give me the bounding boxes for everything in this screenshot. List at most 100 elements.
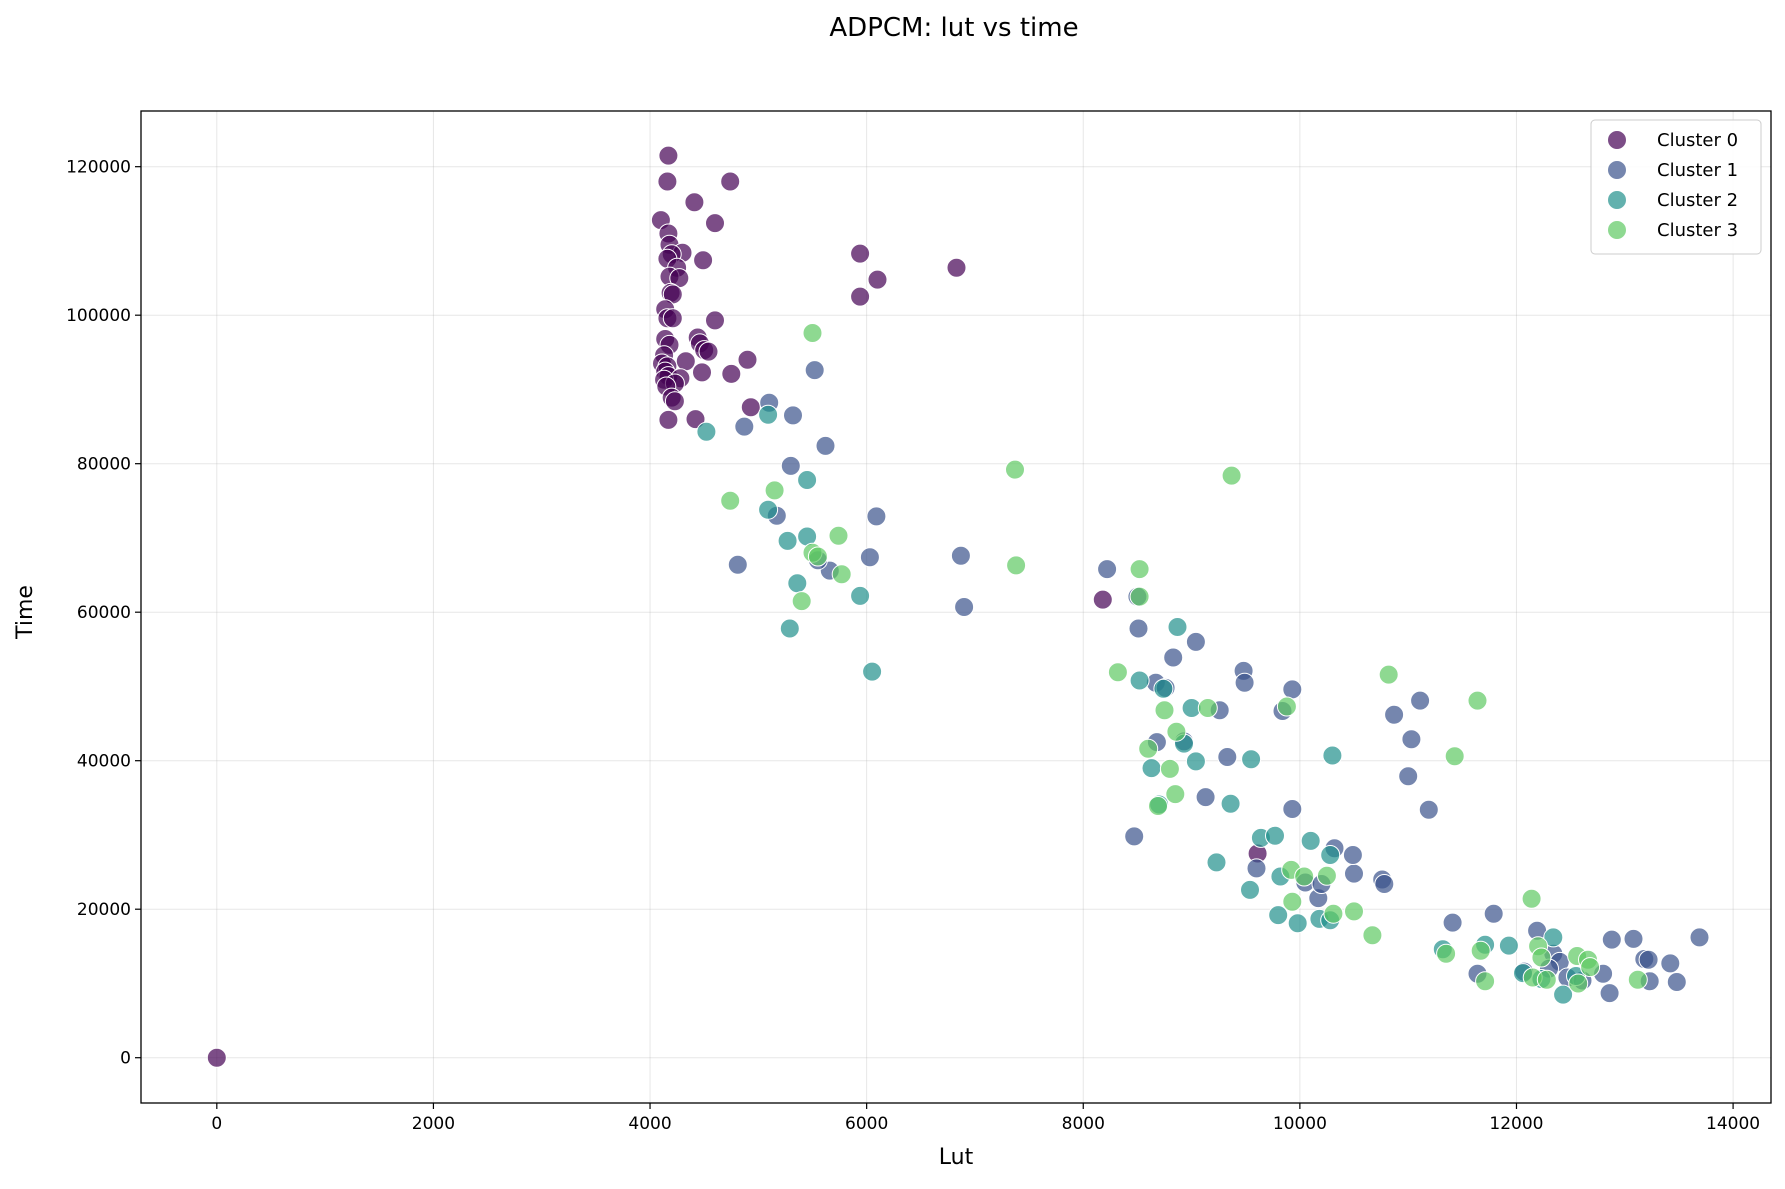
data-point [867,269,888,290]
data-point [1107,662,1128,683]
data-point [1148,796,1168,816]
legend-label: Cluster 2 [1657,190,1738,211]
legend-label: Cluster 0 [1657,130,1738,151]
y-tick-label: 120000 [66,158,131,178]
data-point [1282,799,1303,819]
data-point [206,1047,227,1068]
data-point [693,250,714,271]
data-point [1197,698,1218,718]
y-tick-label: 80000 [77,455,131,475]
data-point [1138,738,1159,759]
data-point [1166,721,1187,742]
data-point [720,490,741,511]
data-point [740,397,761,418]
data-point [1124,826,1145,847]
legend-marker [1607,130,1627,150]
x-tick-label: 10000 [1273,1114,1327,1134]
data-point [1097,559,1118,580]
data-point [1323,903,1344,924]
series-cluster-3 [720,323,1648,994]
data-point [675,351,696,372]
data-point [737,349,758,370]
y-tick-label: 40000 [77,752,131,772]
legend-marker [1607,190,1627,210]
data-point [1195,787,1216,808]
data-point [1543,927,1564,948]
data-point [734,416,755,437]
data-point [1401,729,1422,750]
data-point [1246,858,1267,879]
data-point [705,310,725,331]
data-point [804,360,825,381]
y-tick-label: 100000 [66,306,131,326]
data-point [850,286,871,307]
data-point [950,545,971,566]
data-point [1521,888,1542,909]
data-point [1129,586,1150,607]
data-point [1498,935,1519,956]
data-point [1276,696,1297,717]
data-point [866,506,887,527]
data-point [807,546,828,567]
data-point [1442,912,1463,933]
data-point [1384,704,1405,725]
data-point [859,547,880,568]
y-tick-label: 0 [120,1049,131,1069]
data-point [664,391,685,412]
data-point [1568,973,1589,994]
data-point [1531,947,1552,968]
data-points [206,145,1710,1068]
data-point [1241,749,1262,770]
data-point [1467,690,1488,711]
data-point [1185,751,1206,772]
legend-label: Cluster 1 [1657,160,1738,181]
legend-frame [1590,119,1762,255]
data-point [797,470,818,490]
data-point [779,618,800,639]
series-cluster-0 [206,145,1268,1068]
data-point [815,435,836,456]
x-tick-label: 4000 [628,1114,671,1134]
data-point [1638,949,1659,970]
data-point [1623,928,1644,949]
chart-title: ADPCM: lut vs time [829,13,1078,43]
x-tick-label: 0 [211,1114,222,1134]
data-point [828,525,849,546]
x-tick-label: 2000 [412,1114,455,1134]
data-point [1322,745,1343,766]
data-point [684,192,705,213]
data-point [1344,901,1364,922]
data-point [1316,865,1337,886]
data-point [658,145,679,166]
data-point [1342,845,1363,865]
data-point [721,363,742,384]
data-point [1006,555,1027,576]
data-point [1599,983,1620,1004]
data-point [1470,940,1491,961]
data-point [1206,852,1227,873]
legend-marker [1607,160,1627,180]
data-point [657,171,678,192]
data-point [791,591,812,612]
data-point [1300,830,1321,851]
data-point [1601,929,1622,950]
data-point [1092,589,1113,610]
data-point [1220,793,1241,814]
data-point [783,405,803,426]
axis-ticks: 0 2000 4000 6000 8000 10000 12000 14000 0 20000 40… [66,158,1760,1134]
data-point [1005,459,1025,480]
data-point [1475,971,1496,992]
data-point [720,171,741,192]
data-point [1580,957,1601,978]
data-point [1294,866,1315,887]
data-point [727,554,748,575]
data-point [1165,784,1186,805]
series-cluster-2 [696,404,1586,1005]
data-point [1689,927,1710,948]
data-point [831,564,852,585]
data-point [1234,672,1255,693]
data-point [758,499,779,520]
data-point [1129,559,1150,580]
